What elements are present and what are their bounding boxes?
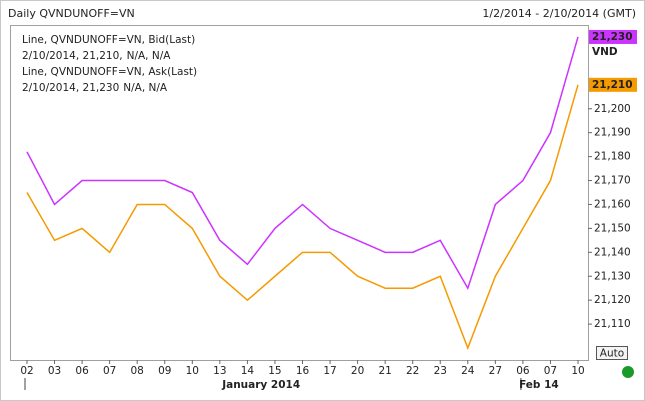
month-label: Feb 14 <box>519 379 559 391</box>
x-tick-label: 21 <box>378 365 391 377</box>
x-tick-label: 13 <box>213 365 226 377</box>
y-tick-label: 21,150 <box>594 222 631 234</box>
x-tick-label: 06 <box>516 365 530 377</box>
x-tick-label: 17 <box>323 365 336 377</box>
x-tick-label: 24 <box>461 365 475 377</box>
y-tick-label: 21,170 <box>594 175 631 187</box>
x-tick-label: 07 <box>103 365 116 377</box>
last-value-badge <box>589 77 637 92</box>
x-tick-label: 09 <box>158 365 171 377</box>
x-tick-label: 14 <box>241 365 255 377</box>
x-tick-label: 16 <box>296 365 310 377</box>
status-dot <box>622 366 634 378</box>
x-tick-label: 10 <box>571 365 584 377</box>
last-value-label: 21,210 <box>592 79 633 91</box>
y-tick-label: 21,160 <box>594 198 631 210</box>
x-tick-label: 15 <box>268 365 281 377</box>
auto-label[interactable]: Auto <box>600 348 624 360</box>
y-tick-label: 21,200 <box>594 103 631 115</box>
month-label: January 2014 <box>221 379 300 391</box>
x-tick-label: 02 <box>20 365 33 377</box>
y-tick-label: 21,140 <box>594 246 631 258</box>
x-tick-label: 07 <box>544 365 557 377</box>
y-tick-label: 21,110 <box>594 318 631 330</box>
currency-label: VND <box>592 46 618 58</box>
plot-area <box>10 25 589 361</box>
auto-button[interactable] <box>596 346 628 360</box>
x-tick-label: 03 <box>48 365 61 377</box>
legend-last: 2/10/2014, 21,210, <box>22 50 123 62</box>
x-tick-label: 20 <box>351 365 364 377</box>
y-tick-label: 21,130 <box>594 270 631 282</box>
legend-last-na: N/A, N/A <box>127 50 172 62</box>
x-tick-label: 06 <box>75 365 89 377</box>
date-range: 1/2/2014 - 2/10/2014 (GMT) <box>482 7 636 20</box>
x-tick-label: 10 <box>186 365 199 377</box>
y-tick-label: 21,180 <box>594 151 631 163</box>
last-value-label: 21,230 <box>592 31 633 43</box>
y-tick-label: 21,190 <box>594 127 631 139</box>
legend-name: Line, QVNDUNOFF=VN, Bid(Last) <box>22 34 195 46</box>
series-line <box>26 84 579 351</box>
y-tick-label: 21,120 <box>594 294 631 306</box>
chart-title: Daily QVNDUNOFF=VN <box>8 7 135 20</box>
last-value-badge <box>589 29 637 44</box>
x-tick-label: 22 <box>406 365 419 377</box>
legend-last-na: N/A, N/A <box>123 82 168 94</box>
legend-name: Line, QVNDUNOFF=VN, Ask(Last) <box>22 66 197 78</box>
x-tick-label: 23 <box>434 365 447 377</box>
x-tick-label: 08 <box>131 365 144 377</box>
legend-last: 2/10/2014, 21,230 <box>22 82 119 94</box>
x-tick-label: 27 <box>489 365 502 377</box>
series-line <box>26 36 579 291</box>
